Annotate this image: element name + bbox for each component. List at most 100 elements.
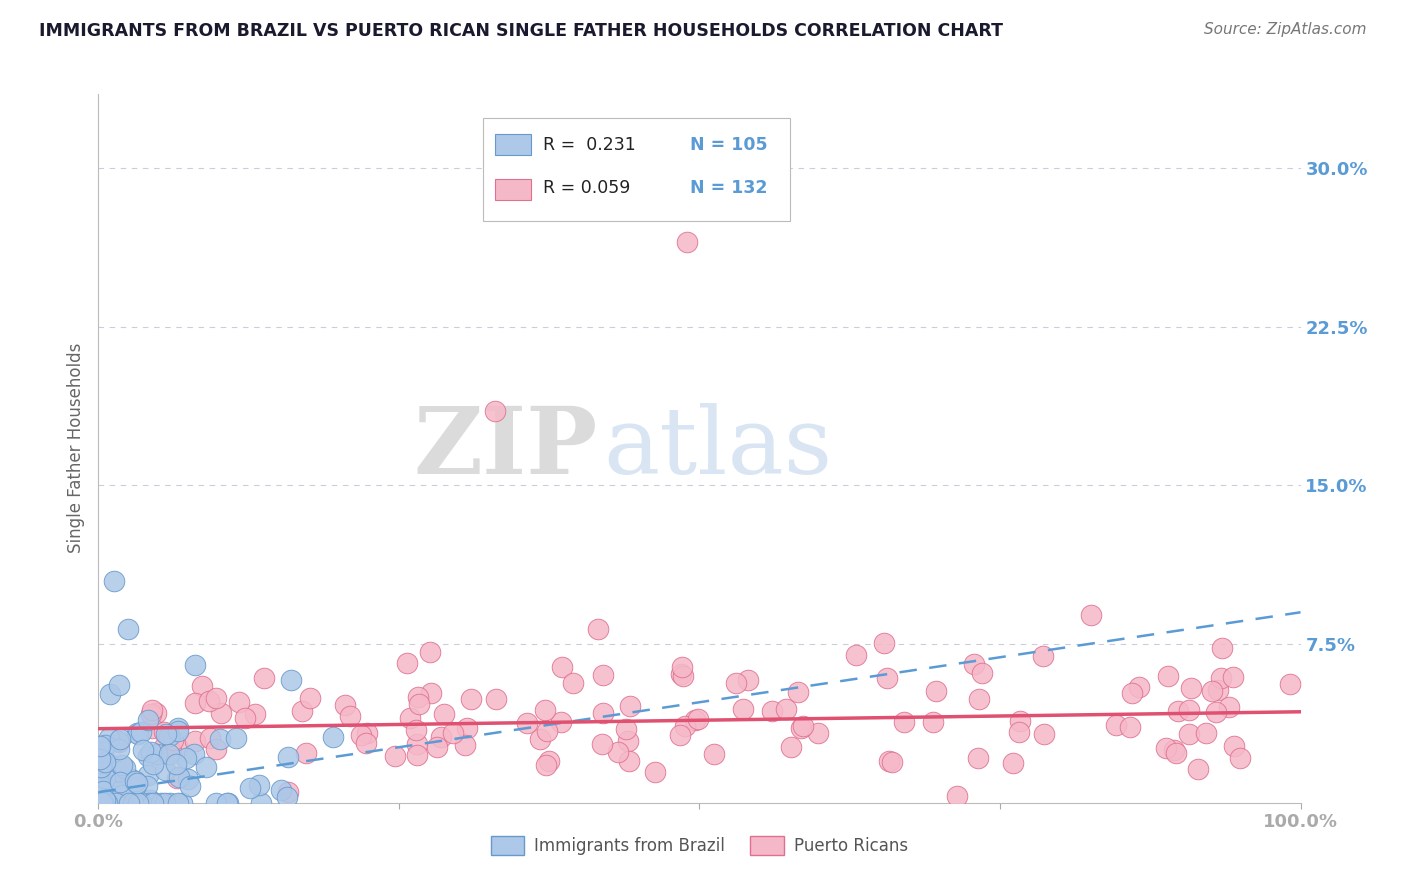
Point	[124, 780, 146, 794]
Point	[669, 666, 692, 681]
Point	[252, 671, 274, 685]
Point	[946, 789, 969, 803]
Point	[159, 796, 181, 810]
Point	[162, 733, 184, 747]
Text: N = 105: N = 105	[690, 136, 768, 153]
Point	[209, 706, 232, 720]
Point	[354, 736, 377, 750]
Point	[395, 657, 418, 671]
Point	[142, 796, 165, 810]
Point	[205, 742, 228, 756]
Point	[183, 658, 205, 673]
Point	[108, 775, 131, 789]
Point	[592, 667, 614, 681]
Point	[98, 796, 121, 810]
Point	[276, 790, 298, 805]
Point	[1211, 640, 1233, 655]
Point	[1194, 726, 1216, 740]
Point	[420, 686, 443, 700]
Point	[676, 235, 699, 249]
Point	[93, 784, 115, 798]
Point	[1163, 743, 1185, 757]
Point	[250, 796, 273, 810]
Point	[550, 714, 572, 729]
Point	[127, 796, 149, 810]
Point	[96, 796, 118, 810]
Point	[153, 796, 176, 810]
Point	[671, 660, 693, 674]
Point	[167, 721, 190, 735]
Point	[592, 706, 614, 721]
Point	[93, 793, 115, 807]
Point	[97, 792, 120, 806]
Point	[153, 764, 176, 778]
Point	[669, 728, 692, 742]
Point	[100, 796, 122, 810]
Point	[737, 673, 759, 687]
Point	[108, 735, 131, 749]
Point	[792, 719, 814, 733]
Point	[107, 733, 129, 747]
Point	[153, 740, 176, 755]
Point	[167, 770, 190, 784]
Point	[966, 750, 988, 764]
Point	[429, 730, 451, 744]
Point	[98, 796, 121, 810]
Point	[775, 702, 797, 716]
Point	[120, 772, 142, 786]
Point	[484, 404, 506, 418]
Point	[1105, 718, 1128, 732]
Point	[167, 723, 190, 738]
Point	[98, 793, 121, 807]
Point	[454, 739, 477, 753]
Point	[586, 622, 609, 636]
Point	[141, 721, 163, 735]
Point	[122, 796, 145, 810]
Point	[1080, 607, 1102, 622]
Point	[141, 703, 163, 717]
Point	[1222, 670, 1244, 684]
Point	[967, 692, 990, 706]
Point	[183, 747, 205, 762]
Point	[529, 732, 551, 747]
Point	[198, 694, 221, 708]
Point	[217, 796, 239, 810]
Point	[136, 749, 159, 764]
Point	[179, 780, 201, 794]
Point	[807, 726, 830, 740]
Point	[94, 738, 117, 752]
Point	[419, 645, 441, 659]
Point	[460, 692, 482, 706]
Point	[277, 750, 299, 764]
Point	[561, 675, 583, 690]
Point	[893, 715, 915, 730]
Bar	[495, 134, 531, 155]
Point	[91, 780, 114, 795]
Point	[406, 737, 429, 751]
Point	[166, 771, 188, 785]
Point	[433, 707, 456, 722]
Point	[128, 790, 150, 805]
Text: R = 0.059: R = 0.059	[543, 179, 630, 197]
Point	[117, 796, 139, 810]
Point	[322, 730, 344, 744]
Point	[536, 724, 558, 739]
Point	[165, 757, 187, 772]
Text: IMMIGRANTS FROM BRAZIL VS PUERTO RICAN SINGLE FATHER HOUSEHOLDS CORRELATION CHAR: IMMIGRANTS FROM BRAZIL VS PUERTO RICAN S…	[39, 22, 1004, 40]
Point	[233, 711, 256, 725]
Point	[87, 796, 110, 810]
Point	[170, 796, 193, 810]
Point	[243, 707, 266, 722]
Point	[142, 756, 165, 771]
Point	[104, 796, 127, 810]
Point	[107, 764, 129, 778]
Y-axis label: Single Father Households: Single Father Households	[66, 343, 84, 553]
Point	[399, 711, 422, 725]
Point	[970, 665, 993, 680]
Text: N = 132: N = 132	[690, 179, 768, 197]
Point	[103, 574, 125, 588]
Point	[672, 669, 695, 683]
Point	[295, 746, 318, 760]
Point	[1032, 648, 1054, 663]
Point	[90, 760, 112, 774]
